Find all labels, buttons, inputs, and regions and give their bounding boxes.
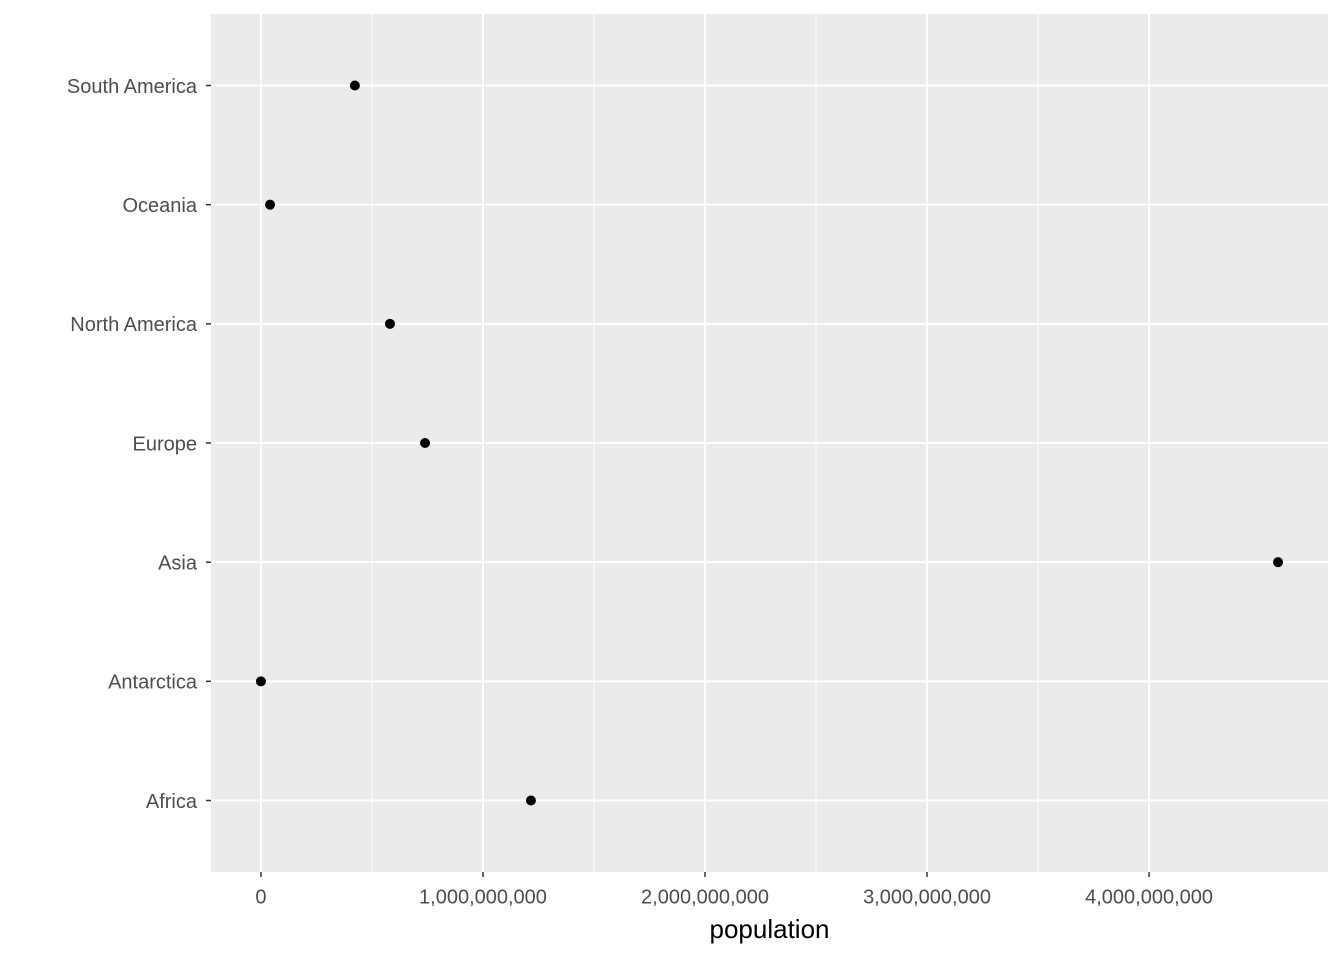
y-tick-label: Oceania bbox=[123, 195, 198, 217]
point bbox=[255, 676, 266, 687]
y-tick-label: Africa bbox=[146, 791, 198, 813]
x-tick-label: 1,000,000,000 bbox=[419, 886, 547, 908]
y-tick-label: Asia bbox=[158, 552, 198, 574]
point bbox=[525, 795, 536, 806]
x-axis-title: population bbox=[710, 914, 830, 944]
x-tick-label: 3,000,000,000 bbox=[863, 886, 991, 908]
y-tick-label: Antarctica bbox=[108, 672, 198, 694]
y-tick-label: Europe bbox=[133, 433, 198, 455]
point bbox=[1273, 557, 1284, 568]
point bbox=[265, 199, 276, 210]
y-tick-label: North America bbox=[70, 314, 198, 336]
x-tick-label: 4,000,000,000 bbox=[1085, 886, 1213, 908]
point bbox=[420, 438, 431, 448]
point bbox=[384, 318, 395, 329]
y-tick-label: South America bbox=[67, 76, 198, 98]
x-tick-label: 0 bbox=[255, 886, 266, 908]
x-tick-label: 2,000,000,000 bbox=[641, 886, 769, 908]
point bbox=[349, 80, 360, 91]
